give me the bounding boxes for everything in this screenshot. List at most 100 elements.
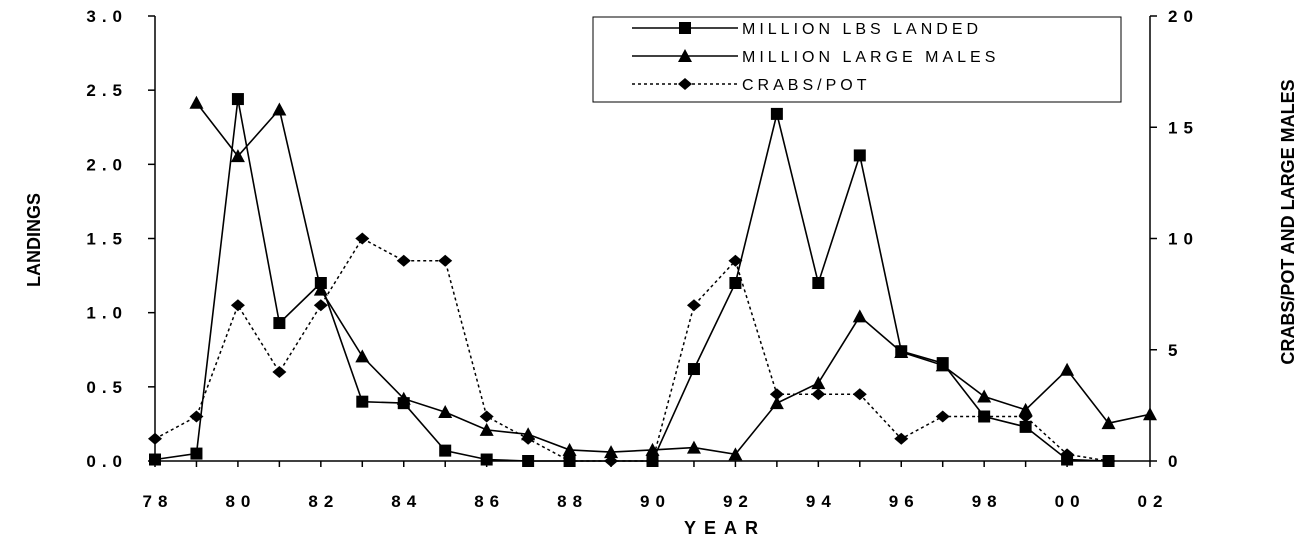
right-tick-label: 20 [1168, 7, 1199, 26]
x-axis-ticks: 78 80 82 84 86 88 90 92 94 96 98 00 02 [143, 461, 1169, 511]
data-point [189, 95, 204, 109]
data-point [190, 447, 203, 460]
series-triangle [189, 95, 1157, 461]
data-point [272, 102, 287, 116]
x-tick-label: 92 [723, 492, 754, 511]
data-point [479, 410, 494, 423]
x-tick-label: 00 [1055, 492, 1086, 511]
x-tick-label: 82 [308, 492, 339, 511]
legend-marker [679, 22, 691, 34]
left-tick-label: 0.0 [86, 452, 128, 471]
data-point [313, 299, 328, 312]
data-point [396, 391, 411, 405]
x-tick-label: 02 [1138, 492, 1169, 511]
data-point [977, 410, 992, 423]
data-point [811, 376, 826, 390]
data-point [313, 282, 328, 296]
x-tick-label: 86 [474, 492, 505, 511]
x-tick-label: 96 [889, 492, 920, 511]
left-tick-label: 3.0 [86, 7, 128, 26]
left-axis-ticks: 0.0 0.5 1.0 1.5 2.0 2.5 3.0 [86, 7, 155, 471]
legend-entry: MILLION LARGE MALES [632, 49, 999, 66]
data-point [1018, 402, 1033, 416]
series-diamond [148, 232, 1116, 467]
left-tick-label: 0.5 [86, 378, 128, 397]
data-point [438, 405, 453, 419]
data-point [728, 254, 743, 267]
data-point [977, 389, 992, 403]
data-point [230, 299, 245, 312]
data-point [686, 440, 701, 454]
x-tick-label: 90 [640, 492, 671, 511]
data-point [1101, 416, 1116, 430]
data-point [273, 317, 286, 330]
data-point [272, 366, 287, 378]
legend-marker [678, 49, 692, 62]
data-point [770, 107, 783, 120]
data-point [1143, 407, 1157, 421]
legend-marker [678, 78, 692, 90]
right-tick-label: 5 [1168, 341, 1183, 360]
data-point [230, 149, 245, 163]
series-layer [148, 93, 1157, 467]
data-point [852, 388, 867, 401]
x-tick-label: 84 [391, 492, 422, 511]
data-point [1019, 420, 1032, 433]
data-point [729, 277, 742, 289]
left-tick-label: 1.0 [86, 304, 128, 323]
legend: MILLION LBS LANDED MILLION LARGE MALES CRA… [592, 16, 1122, 103]
right-tick-label: 15 [1168, 118, 1199, 137]
data-point [148, 432, 162, 445]
data-point [439, 444, 452, 457]
data-point [604, 445, 619, 459]
data-point [356, 395, 369, 408]
data-point [852, 309, 867, 323]
x-axis-title: YEAR [684, 518, 766, 538]
left-tick-label: 1.5 [86, 230, 128, 249]
left-tick-label: 2.0 [86, 155, 128, 174]
data-point [604, 455, 619, 467]
data-point [687, 363, 700, 376]
right-tick-label: 0 [1168, 452, 1183, 471]
right-axis-ticks: 0 5 10 15 20 [1150, 7, 1199, 471]
data-point [355, 349, 370, 363]
data-point [479, 422, 494, 436]
data-point [894, 344, 909, 358]
data-point [645, 442, 660, 456]
data-point [686, 299, 701, 312]
data-point [645, 455, 660, 467]
data-point [396, 254, 411, 267]
data-point [853, 149, 866, 162]
series-line [154, 98, 1109, 462]
x-tick-label: 98 [972, 492, 1003, 511]
data-point [811, 388, 826, 401]
data-point [189, 410, 204, 423]
data-point [1018, 410, 1033, 423]
data-point [1060, 362, 1075, 376]
data-point [1101, 455, 1116, 467]
legend-entry: CRABS/POT [632, 77, 866, 94]
data-point [355, 232, 370, 245]
series-line [154, 237, 1109, 462]
data-point [1060, 448, 1075, 461]
data-point [562, 455, 577, 467]
right-tick-label: 10 [1168, 230, 1199, 249]
data-point [149, 453, 161, 466]
x-tick-label: 78 [143, 492, 174, 511]
data-point [562, 442, 577, 456]
legend-label: MILLION LARGE MALES [742, 49, 999, 66]
left-tick-label: 2.5 [86, 81, 128, 100]
data-point [521, 432, 536, 445]
data-point [935, 410, 950, 423]
legend-label: MILLION LBS LANDED [742, 21, 982, 38]
legend-entry: MILLION LBS LANDED [632, 21, 982, 38]
left-axis-title: LANDINGS [24, 193, 44, 287]
x-tick-label: 80 [225, 492, 256, 511]
data-point [894, 432, 909, 445]
data-point [812, 277, 825, 289]
data-point [231, 93, 244, 106]
data-point [728, 447, 743, 461]
series-square [149, 93, 1115, 467]
x-tick-label: 88 [557, 492, 588, 511]
